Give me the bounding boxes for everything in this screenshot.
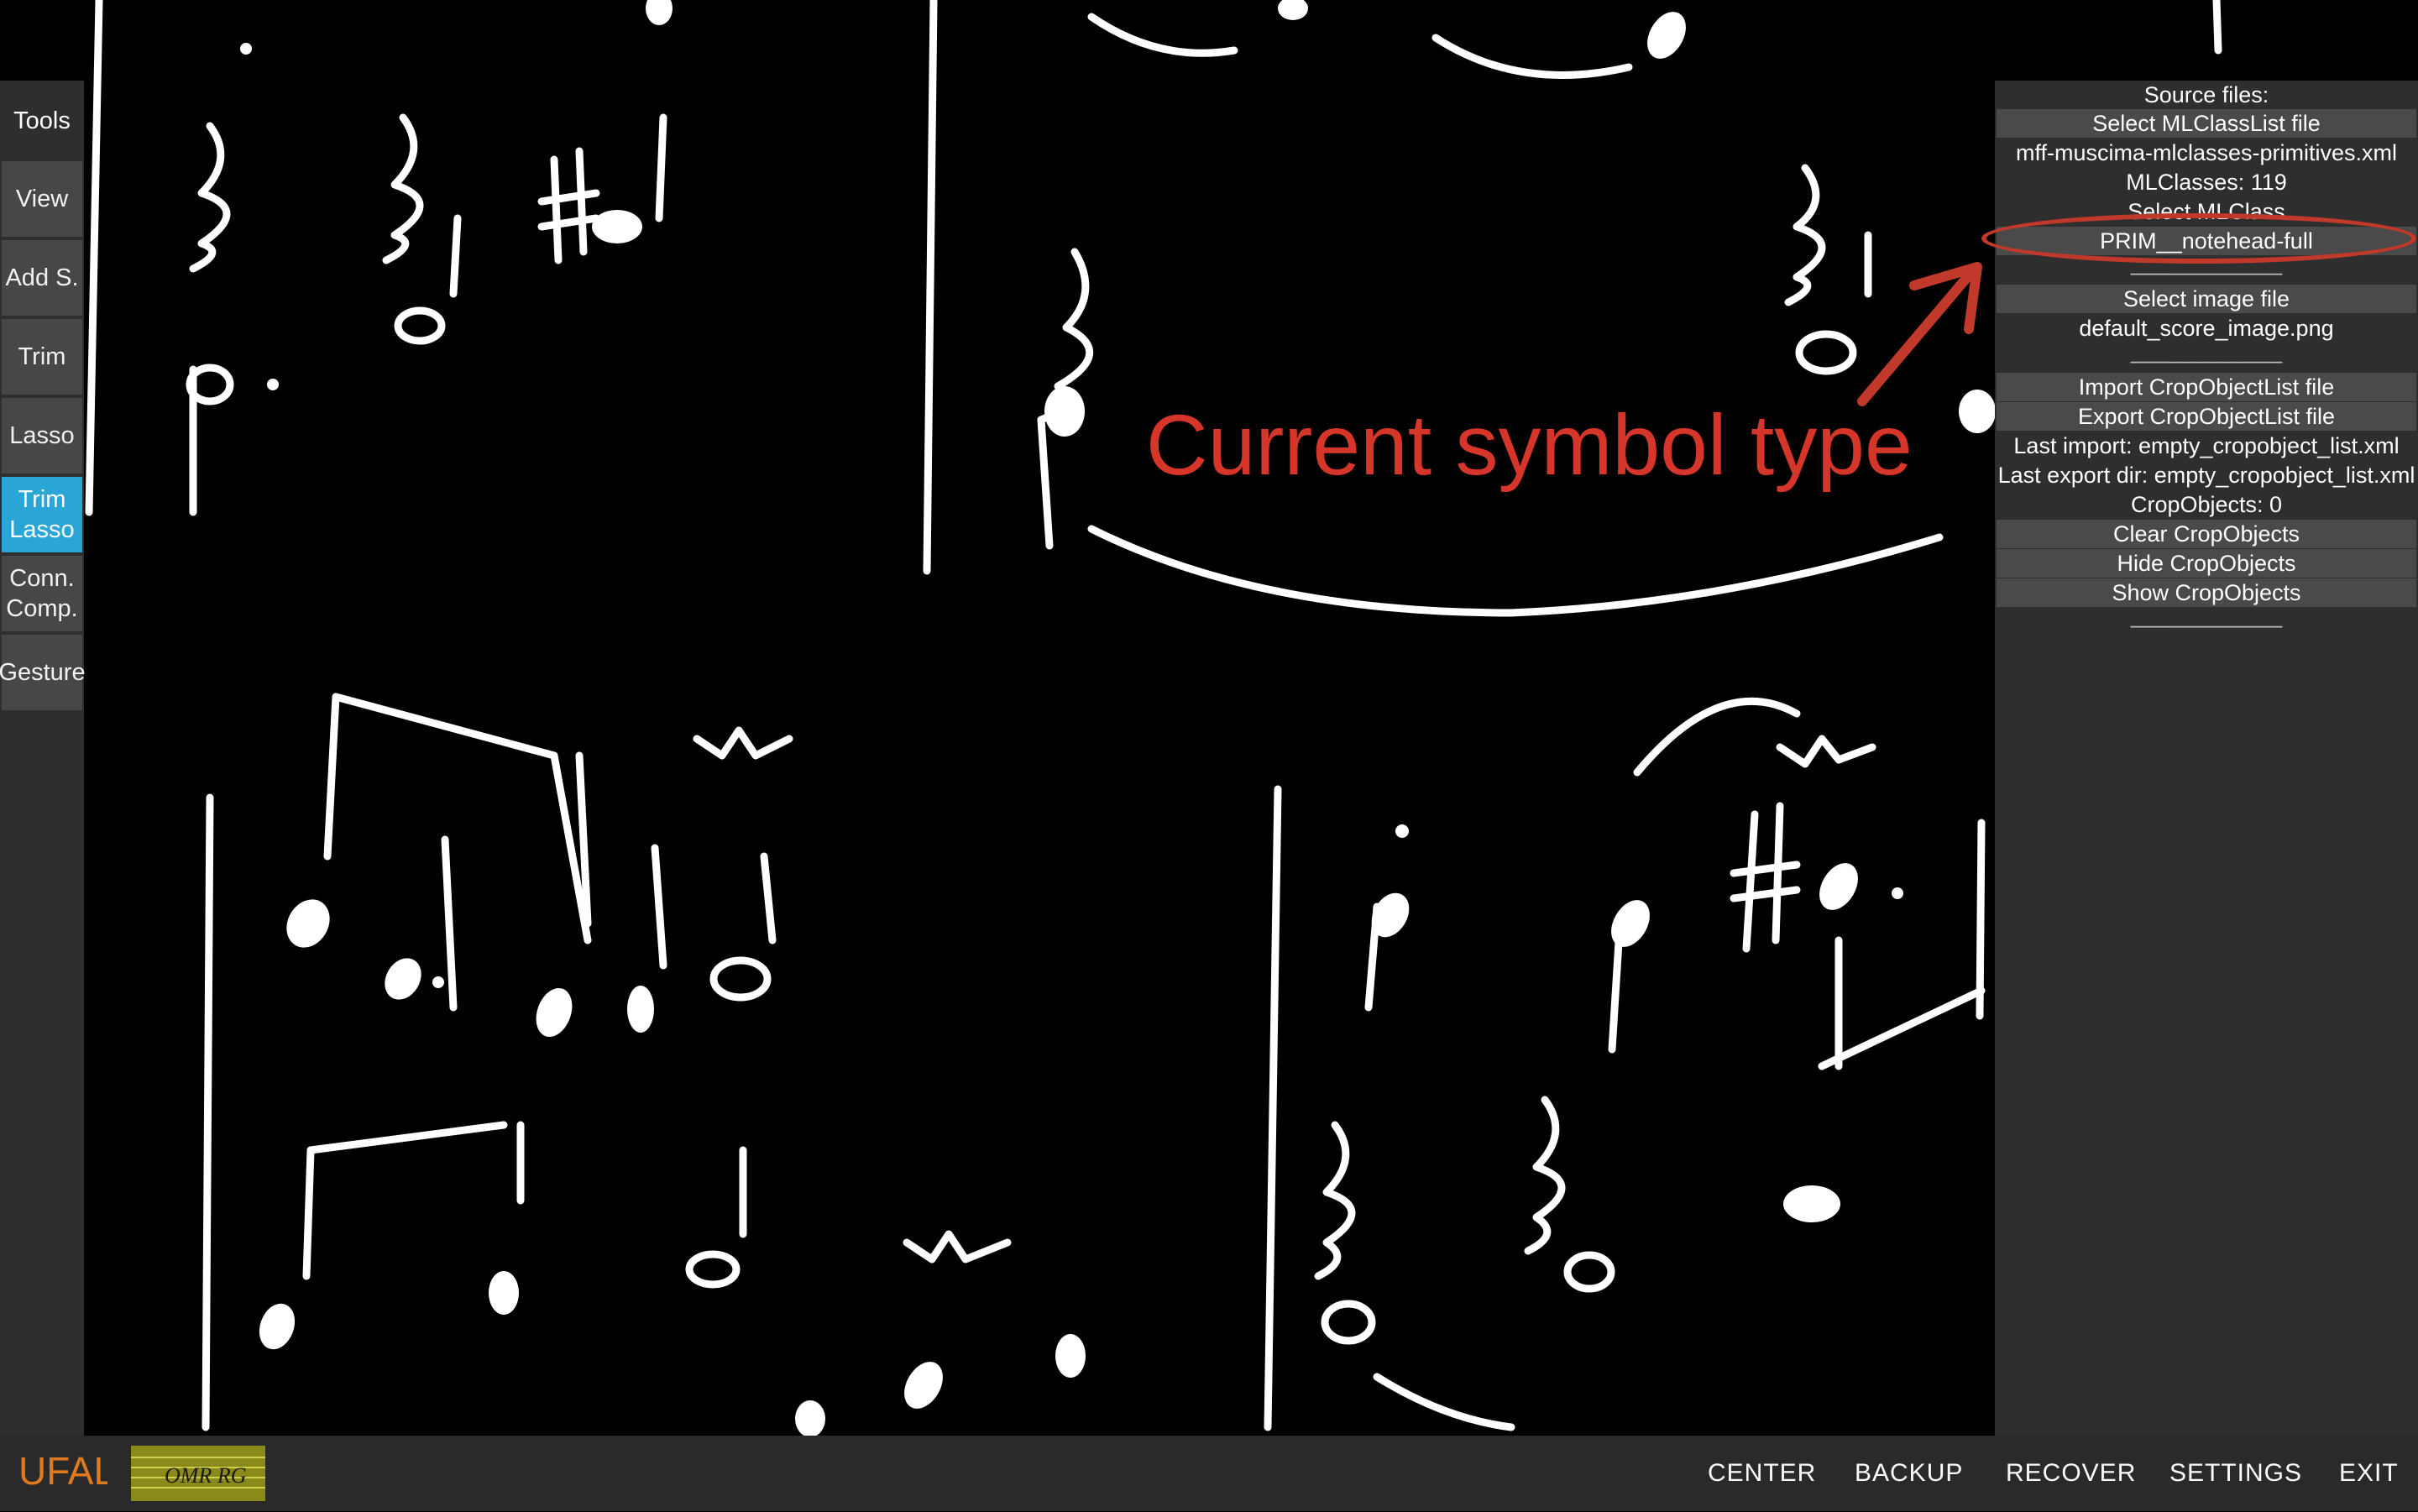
- mlclasslist-filename: mff-muscima-mlclasses-primitives.xml: [2015, 140, 2398, 165]
- tools-panel: Tools View Add S. Trim Lasso Trim Lasso …: [0, 81, 86, 1436]
- source-files-panel: Source files: Select MLClassList file mf…: [1995, 81, 2418, 1436]
- ufal-logo: UFAL: [15, 1441, 115, 1508]
- last-import-status: Last import: empty_cropobject_list.xml: [2013, 433, 2400, 458]
- select-mlclasslist-button[interactable]: Select MLClassList file: [1997, 109, 2416, 138]
- export-cropobjectlist-button[interactable]: Export CropObjectList file: [1997, 402, 2416, 431]
- tool-trim-button[interactable]: Trim: [2, 319, 82, 395]
- omr-logo: OMR RG: [131, 1446, 265, 1501]
- tool-lasso-button[interactable]: Lasso: [2, 398, 82, 473]
- recover-button[interactable]: RECOVER: [2006, 1459, 2137, 1487]
- tool-gesture-button[interactable]: Gesture: [0, 635, 86, 710]
- tool-view-button[interactable]: View: [2, 161, 82, 237]
- clear-cropobjects-button[interactable]: Clear CropObjects: [1997, 520, 2416, 548]
- ufal-logo-icon: UFAL: [18, 1449, 115, 1493]
- separator: ____________: [2130, 338, 2283, 364]
- show-cropobjects-button[interactable]: Show CropObjects: [1997, 578, 2416, 607]
- handwritten-score-image: [85, 0, 2222, 1436]
- import-cropobjectlist-button[interactable]: Import CropObjectList file: [1997, 373, 2416, 401]
- annotation-arrow-icon: [1857, 262, 1982, 406]
- separator: ____________: [2130, 603, 2283, 628]
- annotation-highlight-ellipse: [1981, 213, 2416, 264]
- select-image-button[interactable]: Select image file: [1997, 285, 2416, 313]
- source-files-header: Source files:: [2143, 82, 2269, 107]
- backup-button[interactable]: BACKUP: [1855, 1459, 1964, 1487]
- tool-trim-lasso-button[interactable]: Trim Lasso: [2, 477, 82, 552]
- center-button[interactable]: CENTER: [1708, 1459, 1817, 1487]
- exit-button[interactable]: EXIT: [2339, 1459, 2399, 1487]
- tool-connected-components-button[interactable]: Conn. Comp.: [2, 556, 82, 631]
- tools-header: Tools: [13, 107, 71, 134]
- settings-button[interactable]: SETTINGS: [2169, 1459, 2303, 1487]
- image-filename: default_score_image.png: [2079, 316, 2334, 341]
- last-export-dir-status: Last export dir: empty_cropobject_list.x…: [1997, 463, 2415, 488]
- omr-logo-icon: OMR RG: [131, 1457, 265, 1488]
- ufal-logo-text: UFAL: [18, 1449, 107, 1493]
- omr-logo-text: OMR RG: [165, 1463, 247, 1488]
- annotation-label: Current symbol type: [1146, 397, 1913, 493]
- mlclasses-count: MLClasses: 119: [2126, 170, 2287, 195]
- tool-add-symbol-button[interactable]: Add S.: [2, 240, 82, 316]
- bottom-bar: UFAL OMR RG CENTER BACKUP RECOVER SETTIN…: [0, 1436, 2418, 1511]
- cropobjects-count: CropObjects: 0: [2130, 492, 2283, 517]
- hide-cropobjects-button[interactable]: Hide CropObjects: [1997, 549, 2416, 578]
